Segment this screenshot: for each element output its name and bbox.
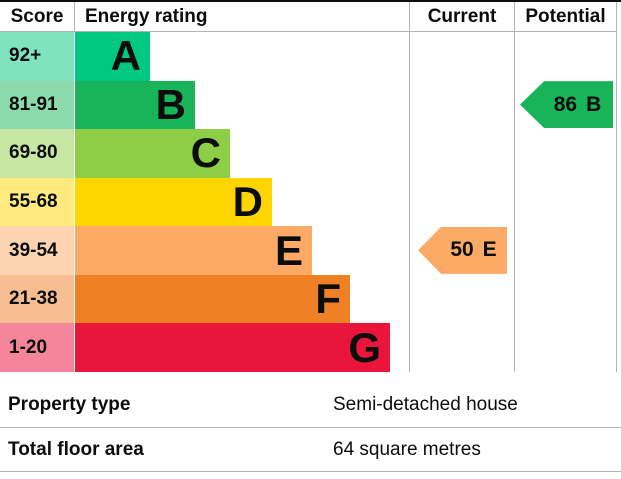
score-column-divider: [74, 2, 75, 31]
rating-bar-c: C: [75, 129, 230, 178]
property-type-row: Property type Semi-detached house: [0, 382, 621, 428]
potential-column-divider: [514, 2, 515, 372]
column-header-score: Score: [10, 6, 64, 27]
score-range-b: 81-91: [0, 80, 74, 130]
header-underline: [0, 31, 617, 32]
band-row-a: 92+ A: [0, 32, 409, 81]
potential-rating-marker: 86 B: [520, 81, 613, 129]
current-rating-letter: E: [482, 238, 497, 262]
chart-top-border: [0, 0, 621, 2]
band-row-c: 69-80 C: [0, 129, 409, 178]
rating-bar-a: A: [75, 32, 150, 81]
column-header-energy-rating: Energy rating: [85, 6, 208, 27]
score-range-d: 55-68: [0, 177, 74, 227]
band-row-g: 1-20 G: [0, 323, 409, 372]
property-type-value: Semi-detached house: [333, 393, 518, 415]
band-row-e: 39-54 E: [0, 226, 409, 275]
property-details: Property type Semi-detached house Total …: [0, 382, 621, 472]
score-range-c: 69-80: [0, 129, 74, 178]
energy-rating-chart: Score Energy rating Current Potential 92…: [0, 0, 621, 372]
score-range-g: 1-20: [0, 323, 74, 372]
rating-bar-d: D: [75, 177, 272, 227]
rating-bar-g: G: [75, 323, 390, 372]
score-range-f: 21-38: [0, 274, 74, 324]
property-type-label: Property type: [8, 393, 131, 415]
potential-rating-letter: B: [586, 92, 602, 116]
potential-score-value: 86: [553, 92, 578, 116]
total-floor-area-value: 64 square metres: [333, 438, 481, 460]
score-range-a: 92+: [0, 32, 74, 81]
band-row-b: 81-91 B: [0, 80, 409, 130]
current-score-value: 50: [450, 238, 474, 262]
current-rating-marker: 50 E: [418, 226, 507, 274]
score-range-e: 39-54: [0, 226, 74, 275]
rating-bar-b: B: [75, 80, 195, 130]
total-floor-area-label: Total floor area: [8, 438, 144, 460]
band-row-f: 21-38 F: [0, 274, 409, 324]
rating-bar-f: F: [75, 274, 350, 324]
current-column-divider: [409, 2, 410, 372]
total-floor-area-row: Total floor area 64 square metres: [0, 428, 621, 472]
chart-right-border: [616, 2, 617, 372]
column-header-current: Current: [427, 6, 497, 27]
rating-bar-e: E: [75, 226, 312, 275]
band-row-d: 55-68 D: [0, 177, 409, 227]
column-header-potential: Potential: [525, 6, 606, 27]
